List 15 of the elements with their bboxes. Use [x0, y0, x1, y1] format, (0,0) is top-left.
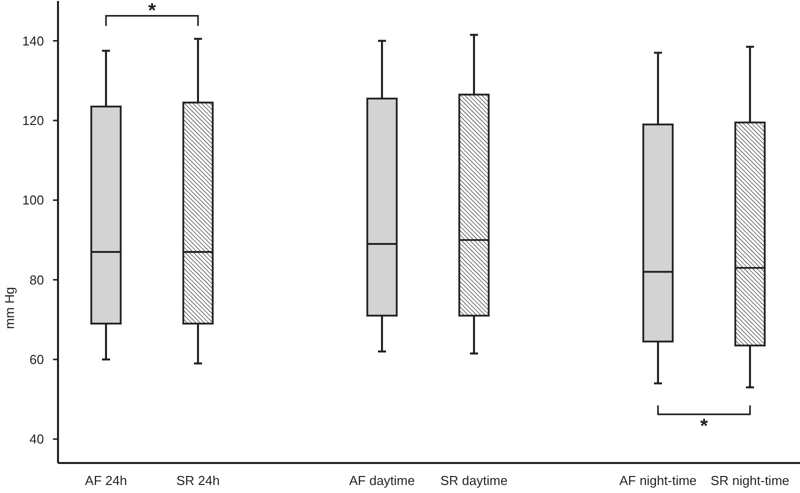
- y-axis-title: mm Hg: [2, 287, 17, 329]
- x-tick-label: AF 24h: [85, 473, 127, 488]
- y-tick-label: 60: [30, 352, 44, 367]
- x-tick-label: SR 24h: [176, 473, 220, 488]
- y-tick-label: 140: [22, 33, 44, 48]
- y-tick-label: 40: [30, 432, 44, 447]
- y-tick-label: 100: [22, 192, 44, 208]
- annotation: *: [700, 415, 708, 438]
- x-tick-label: AF night-time: [619, 473, 697, 488]
- annotation: *: [148, 0, 156, 22]
- x-tick-label: SR daytime: [440, 473, 508, 488]
- x-tick-label: SR night-time: [710, 473, 790, 488]
- y-tick-label: 120: [22, 113, 44, 128]
- y-tick-label: 80: [30, 272, 44, 288]
- x-tick-label: AF daytime: [349, 473, 415, 488]
